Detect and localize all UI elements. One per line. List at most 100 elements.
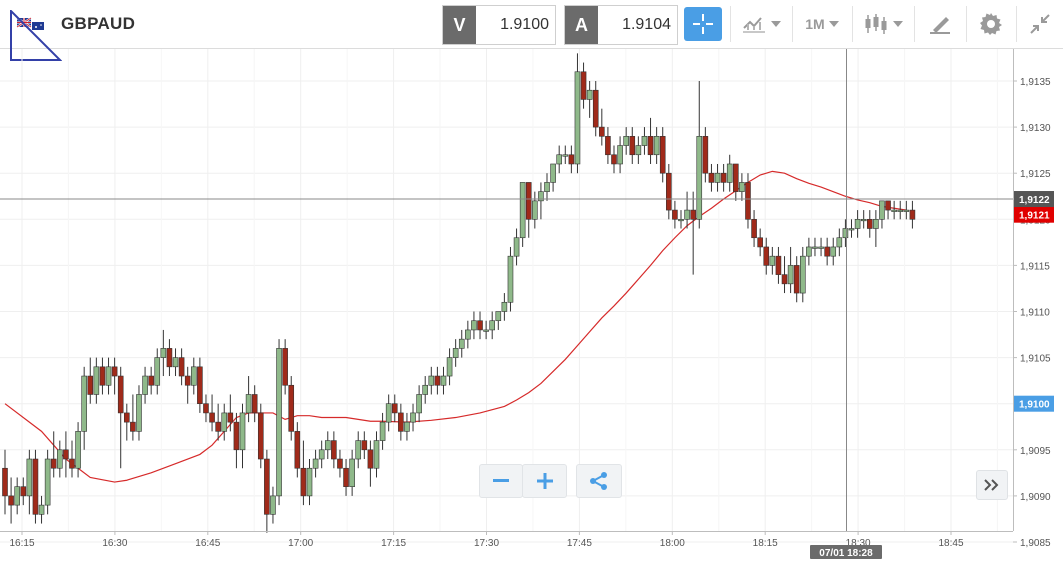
crosshair-price-label: 1,9122 [1019,195,1050,206]
candle-bull [860,219,867,222]
candle-bull [422,384,429,395]
candle-bull [355,440,362,460]
candle-bull [495,311,502,322]
candle-bear [130,421,136,432]
symbol-title: GBPAUD [61,14,136,33]
candle-bull [75,431,81,469]
bid-label: V [443,6,476,44]
candle-bull [276,348,282,497]
drawing-tools-icon [930,17,950,34]
candle-bear [793,265,800,294]
candle-bull [842,228,849,239]
time-tick-label: 17:15 [381,538,406,549]
moving-average-path [4,170,907,483]
candle-bull [410,412,416,423]
candle-bull [532,200,538,220]
candle-bull [81,375,87,432]
candle-bull [617,145,623,165]
candle-bear [824,246,830,257]
candle-bear [99,366,106,386]
timeframe-label: 1M [805,16,825,32]
candle-bear [2,467,8,497]
ask-label: A [565,6,598,44]
candle-bear [757,237,763,248]
collapse-button[interactable] [1017,0,1063,48]
candle-bull [404,421,410,432]
candle-bull [489,320,496,331]
candle-bear [337,458,343,469]
candle-bear [745,182,751,220]
candle-bear [885,200,891,211]
candle-bull [769,255,776,266]
candle-bull [270,495,276,515]
candle-bear [69,458,75,469]
candle-bear [215,421,221,432]
candle-bull [653,136,660,156]
candle-bear [166,348,173,368]
chart-grid [0,49,1013,543]
price-overlays: 1,9121 1,9122 1,9100 07/01 18:28 [810,191,1054,559]
drawing-tools-button[interactable] [915,0,965,48]
ask-price-button[interactable]: A 1.9104 [564,5,678,45]
candle-bull [903,209,910,212]
price-chart[interactable]: 1,91351,91301,91251,91201,91151,91101,91… [0,49,1063,561]
candle-bull [544,182,550,192]
candle-bear [629,136,636,156]
crosshair-button[interactable] [684,7,722,41]
share-icon [590,472,607,490]
candle-bull [416,394,422,414]
crosshair-icon [693,14,713,34]
candle-bull [812,246,818,249]
candle-bear [666,172,672,211]
timeframe-button[interactable]: 1M [793,0,851,48]
price-tick-label: 1,9115 [1020,261,1050,272]
candle-bear [367,449,374,469]
time-axis: 16:15 16:30 16:45 17:00 17:15 17:30 17:45 18:00… [0,531,1013,549]
zoom-out-button[interactable] [479,464,523,498]
candle-bear [732,163,739,192]
candle-bull [678,219,684,222]
share-button[interactable] [576,464,622,498]
candle-bull [154,357,161,386]
candle-bull [38,504,45,515]
candle-bear [233,421,240,451]
candle-bull [873,219,879,229]
candle-bull [806,246,812,257]
candle-bear [264,458,270,515]
time-tick-label: 18:15 [753,538,778,549]
candle-bull [312,458,319,469]
settings-button[interactable] [967,0,1015,48]
collapse-icon [1030,14,1050,34]
candle-bull [848,228,855,231]
chart-type-button[interactable] [731,0,791,48]
zoom-in-button[interactable] [522,464,567,498]
australia-flag-icon [32,22,44,30]
moving-average-line [4,170,907,483]
candle-bear [257,412,264,460]
candle-bear [605,136,611,156]
candle-bear [763,246,770,266]
candle-bear [300,467,307,497]
candle-bear [580,71,587,100]
candle-bear [20,486,27,497]
bid-price-button[interactable]: V 1.9100 [442,5,556,45]
candle-bear [227,412,234,423]
candle-bull [239,412,246,451]
scroll-to-latest-button[interactable] [976,470,1008,500]
candle-bear [63,449,69,460]
candle-bear [203,403,209,414]
candle-style-button[interactable] [853,0,913,48]
candle-bear [781,274,788,285]
crosshair-price-label-bg [1014,191,1054,208]
candle-bull [57,449,63,469]
candle-bear [434,375,441,386]
ask-value: 1.9104 [598,6,677,44]
candle-bear [251,394,258,414]
candle-bull [93,366,100,395]
candle-bear [525,182,532,220]
candle-bear [331,440,337,460]
candle-bear [751,219,757,239]
candle-bull [696,136,703,220]
candle-bull [318,449,325,460]
gear-icon [980,13,1002,35]
